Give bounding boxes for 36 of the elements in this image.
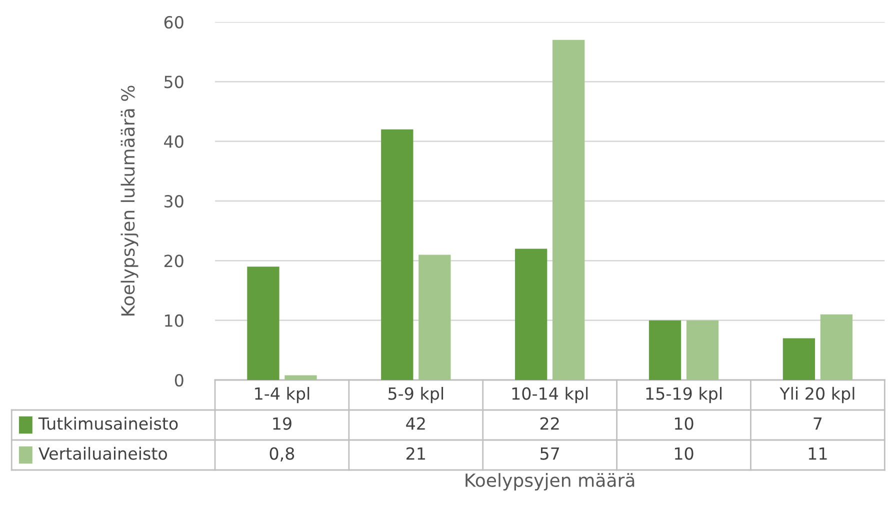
data-label: 19 — [273, 417, 292, 430]
y-tick-label: 10 — [165, 314, 184, 327]
y-tick-label: 30 — [164, 194, 184, 208]
data-label: 7 — [814, 417, 822, 430]
x-tick-label: 15-19 kpl — [646, 386, 722, 404]
x-tick-label: 5-9 kpl — [388, 386, 444, 404]
data-label: 0,8 — [270, 447, 294, 462]
bar — [284, 375, 317, 380]
x-tick-label: Yli 20 kpl — [780, 386, 854, 404]
bar — [418, 254, 451, 380]
y-tick-label: 0 — [174, 374, 184, 387]
y-axis-title: Koelypsyjen lukumäärä % — [120, 86, 138, 316]
data-label: 57 — [540, 447, 560, 460]
data-label: 42 — [406, 417, 425, 430]
bar — [820, 314, 853, 380]
legend-label: Tutkimusaineisto — [38, 416, 178, 430]
data-label: 10 — [674, 447, 694, 460]
bar — [782, 338, 816, 380]
data-label: 22 — [540, 417, 559, 430]
data-label: 21 — [406, 447, 425, 460]
data-label: 10 — [674, 417, 694, 430]
y-tick-label: 20 — [164, 254, 184, 268]
y-tick-label: 50 — [164, 76, 184, 88]
bar — [552, 40, 585, 380]
x-axis-title: Koelypsyjen määrä — [466, 473, 634, 491]
y-tick-label: 60 — [164, 16, 184, 29]
y-tick-label: 40 — [164, 135, 184, 148]
bar — [247, 266, 280, 380]
bar — [381, 129, 414, 380]
x-tick-label: 10-14 kpl — [512, 386, 588, 404]
bar — [686, 320, 719, 380]
bar — [515, 248, 548, 380]
x-tick-label: 1-4 kpl — [255, 386, 310, 404]
legend-label: Vertailuaineisto — [38, 446, 167, 460]
data-label: 11 — [808, 447, 827, 460]
bar — [648, 320, 682, 380]
